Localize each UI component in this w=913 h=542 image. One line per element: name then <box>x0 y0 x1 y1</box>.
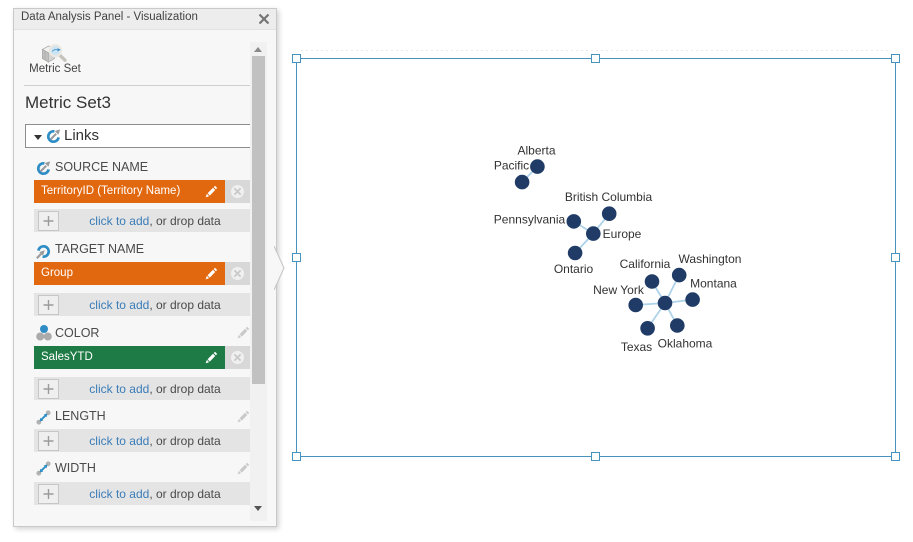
svg-text:British Columbia: British Columbia <box>565 190 653 204</box>
svg-text:Texas: Texas <box>621 340 652 354</box>
svg-text:Alberta: Alberta <box>517 144 555 158</box>
svg-text:Montana: Montana <box>690 277 737 291</box>
svg-text:New York: New York <box>593 283 645 297</box>
svg-text:California: California <box>620 257 671 271</box>
svg-text:Oklahoma: Oklahoma <box>658 337 713 351</box>
svg-text:Pacific: Pacific <box>494 159 529 173</box>
svg-text:Europe: Europe <box>603 227 642 241</box>
svg-text:Ontario: Ontario <box>554 262 594 276</box>
svg-text:Pennsylvania: Pennsylvania <box>494 213 566 227</box>
svg-text:Washington: Washington <box>679 252 742 266</box>
